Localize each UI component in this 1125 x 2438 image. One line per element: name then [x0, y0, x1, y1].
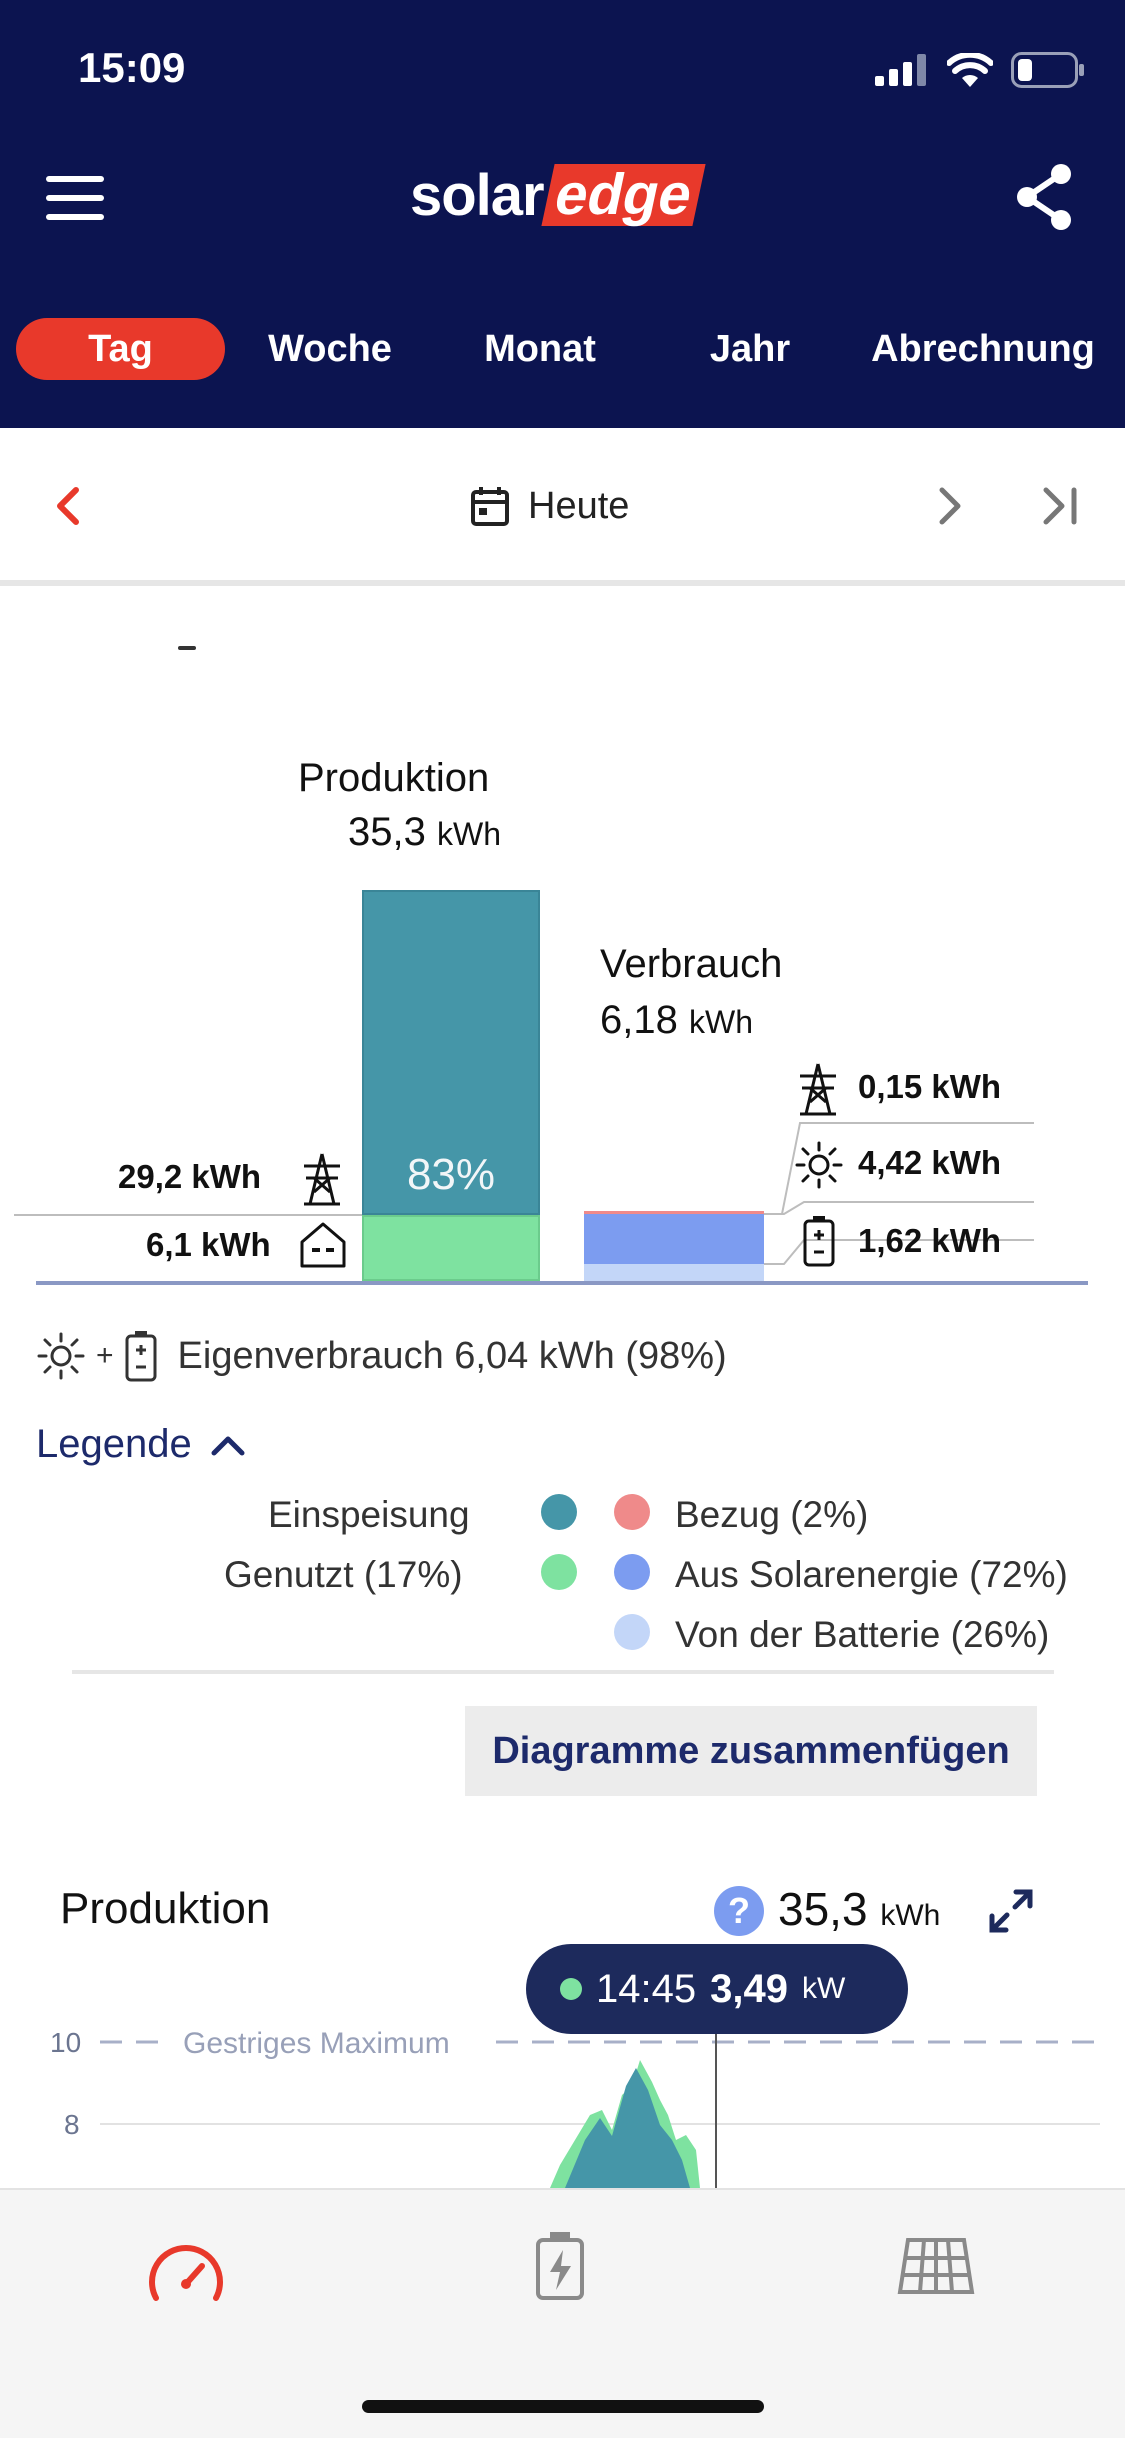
bottom-navigation — [0, 2188, 1125, 2438]
chevron-left-icon[interactable] — [48, 484, 88, 528]
power-pylon-icon — [304, 1153, 340, 1206]
battery-status-icon — [1011, 52, 1084, 88]
calendar-icon — [471, 487, 509, 526]
tooltip-unit: kW — [801, 1972, 846, 2005]
y-tick-label: 8 — [64, 2109, 80, 2140]
share-icon[interactable] — [1013, 162, 1075, 232]
help-icon[interactable]: ? — [714, 1886, 764, 1936]
home-used-value: 6,1 kWh — [146, 1226, 271, 1263]
reference-label: Gestriges Maximum — [183, 2027, 450, 2060]
tab-woche[interactable]: Woche — [268, 327, 392, 370]
battery-charging-icon[interactable] — [534, 2230, 586, 2302]
chart-baseline — [36, 1281, 1088, 1285]
plus-sign: + — [96, 1339, 114, 1372]
legend-title: Legende — [36, 1422, 192, 1466]
from-solar-value: 4,42 kWh — [858, 1144, 1002, 1181]
tab-monat[interactable]: Monat — [484, 327, 596, 370]
chevron-right-icon[interactable] — [930, 484, 970, 528]
date-navigation: Heute — [0, 428, 1125, 586]
battery-icon — [803, 1216, 835, 1267]
solar-panel-layout-icon[interactable] — [896, 2236, 976, 2296]
legend-batterie-label: Von der Batterie (26%) — [675, 1614, 1050, 1655]
production-title: Produktion — [298, 756, 490, 800]
left-separator — [14, 1214, 362, 1216]
chevron-up-icon — [211, 1436, 245, 1455]
production-export-bar — [362, 890, 540, 1215]
scroll-remnant — [178, 622, 198, 652]
home-icon — [300, 1222, 346, 1268]
production-chart-total: 35,3 kWh — [778, 1883, 941, 1935]
section-divider — [72, 1670, 1054, 1674]
tab-abrechnung[interactable]: Abrechnung — [871, 327, 1095, 370]
top-bar: 15:09 solar edge Tag Wo — [0, 0, 1125, 428]
period-tabs: Tag Woche Monat Jahr Abrechnung — [0, 310, 1125, 390]
legend-bezug-dot — [614, 1494, 650, 1530]
production-chart-title: Produktion — [60, 1884, 271, 1933]
legend-toggle[interactable]: Legende — [36, 1422, 246, 1467]
right-connectors — [764, 1122, 1034, 1265]
legend-solar-dot — [614, 1554, 650, 1590]
legend-genutzt-label: Genutzt (17%) — [224, 1554, 463, 1595]
status-time: 15:09 — [78, 44, 186, 91]
skip-to-last-icon[interactable] — [1038, 484, 1082, 528]
from-battery-value: 1,62 kWh — [858, 1222, 1002, 1259]
legend-einspeisung-dot — [541, 1494, 577, 1530]
production-percent-label: 83% — [406, 1150, 496, 1199]
self-consumption-text: Eigenverbrauch 6,04 kWh (98%) — [177, 1334, 727, 1377]
consumption-import-bar — [584, 1211, 764, 1214]
grid-import-pylon-icon — [800, 1063, 836, 1116]
tab-jahr[interactable]: Jahr — [709, 327, 791, 370]
production-area-chart: Gestriges Maximum 10 8 — [50, 2016, 1100, 2188]
consumption-total: 6,18 kWh — [600, 998, 753, 1042]
reference-label-bg — [170, 2024, 490, 2060]
production-used-bar — [362, 1215, 540, 1281]
y-tick-label: 10 — [50, 2027, 81, 2058]
series-export-area — [565, 2068, 690, 2188]
tab-tag[interactable]: Tag — [16, 318, 225, 380]
date-picker[interactable]: Heute — [470, 478, 629, 534]
date-label: Heute — [528, 484, 630, 527]
status-icons — [875, 50, 1085, 90]
wifi-icon — [947, 53, 993, 87]
dashboard-gauge-icon[interactable] — [146, 2236, 226, 2306]
menu-icon[interactable] — [46, 176, 104, 220]
tooltip-dot — [560, 1978, 582, 2000]
consumption-title: Verbrauch — [600, 942, 783, 986]
consumption-solar-bar — [584, 1214, 764, 1264]
consumption-battery-bar — [584, 1264, 764, 1282]
tooltip-time: 14:45 — [596, 1966, 697, 2011]
home-indicator — [362, 2400, 764, 2413]
legend-einspeisung-label: Einspeisung — [268, 1494, 470, 1535]
legend-batterie-dot — [614, 1614, 650, 1650]
self-consumption-row: + Eigenverbrauch 6,04 kWh (98%) — [36, 1326, 727, 1386]
sun-icon — [795, 1141, 843, 1189]
solaredge-logo: solar edge — [410, 160, 706, 230]
legend-solar-label: Aus Solarenergie (72%) — [675, 1554, 1068, 1595]
merge-charts-button[interactable]: Diagramme zusammenfügen — [465, 1706, 1037, 1796]
production-total: 35,3 kWh — [348, 810, 501, 854]
value-tooltip: 14:45 3,49 kW — [526, 1944, 908, 2034]
legend-bezug-label: Bezug (2%) — [675, 1494, 869, 1535]
tooltip-value: 3,49 — [710, 1966, 788, 2011]
signal-icon — [875, 54, 926, 86]
battery-icon — [125, 1331, 157, 1382]
legend-genutzt-dot — [541, 1554, 577, 1590]
grid-export-value: 29,2 kWh — [118, 1158, 262, 1195]
sun-icon — [37, 1332, 85, 1380]
grid-import-value: 0,15 kWh — [858, 1068, 1002, 1105]
expand-icon[interactable] — [988, 1888, 1034, 1934]
